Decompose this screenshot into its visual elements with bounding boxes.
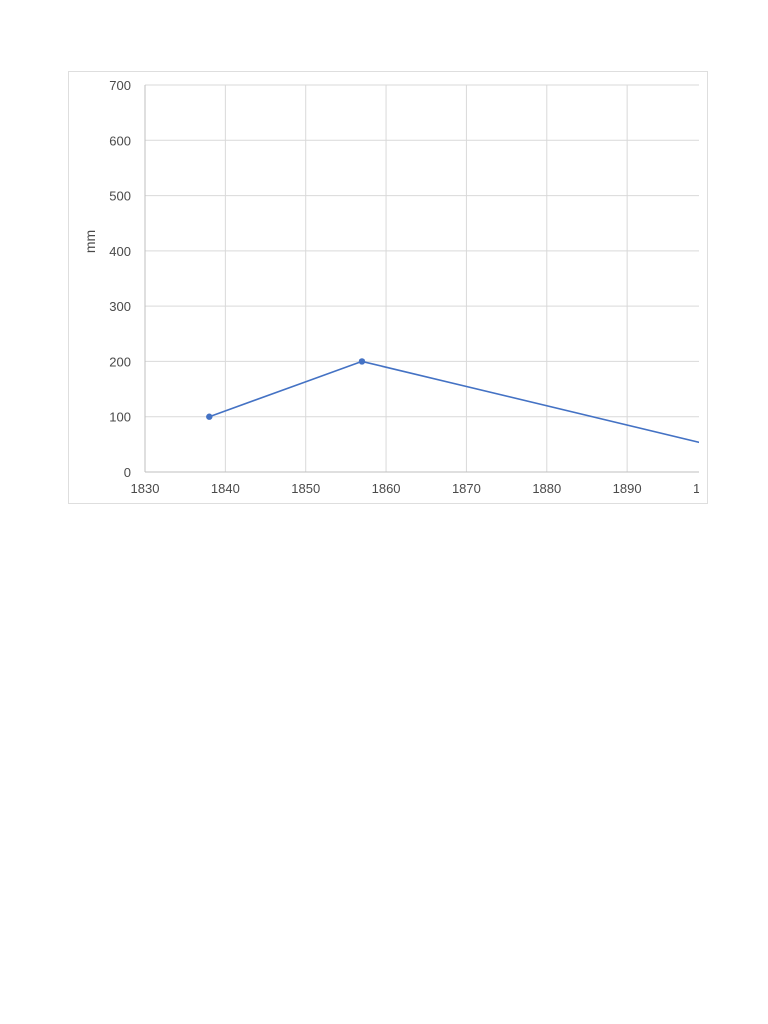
line-chart: 0 100 200 300 400 500 600 700 1830 1840 1850 1860 18… [82, 78, 699, 496]
data-point [358, 358, 366, 365]
y-tick-label: 0 [124, 465, 131, 480]
x-tick-label: 1870 [452, 481, 481, 496]
y-tick-label: 500 [109, 189, 131, 204]
axes [144, 85, 699, 473]
y-tick-label: 200 [109, 354, 131, 369]
series-line [209, 360, 699, 444]
x-tick-label: 1830 [131, 481, 160, 496]
x-tick-label: 1840 [211, 481, 240, 496]
chart-clip: 0 100 200 300 400 500 600 700 1830 1840 1850 1860 18… [82, 78, 699, 496]
x-tick-label: 1860 [372, 481, 401, 496]
grid-lines [145, 84, 699, 472]
tick-labels: 0 100 200 300 400 500 600 700 1830 1840 1850 1860 18… [109, 78, 699, 496]
data-point [206, 413, 213, 420]
x-tick-label: 1890 [613, 481, 642, 496]
x-tick-label: 1850 [291, 481, 320, 496]
y-axis-title: mm [82, 230, 98, 253]
x-tick-label: 1880 [532, 481, 561, 496]
y-tick-label: 100 [109, 410, 131, 425]
y-tick-label: 300 [109, 299, 131, 314]
y-tick-label: 700 [109, 78, 131, 93]
chart-frame [68, 71, 708, 504]
x-tick-label: 1900 [693, 481, 699, 496]
series [206, 358, 699, 444]
y-tick-label: 600 [109, 133, 131, 148]
y-tick-label: 400 [109, 244, 131, 259]
